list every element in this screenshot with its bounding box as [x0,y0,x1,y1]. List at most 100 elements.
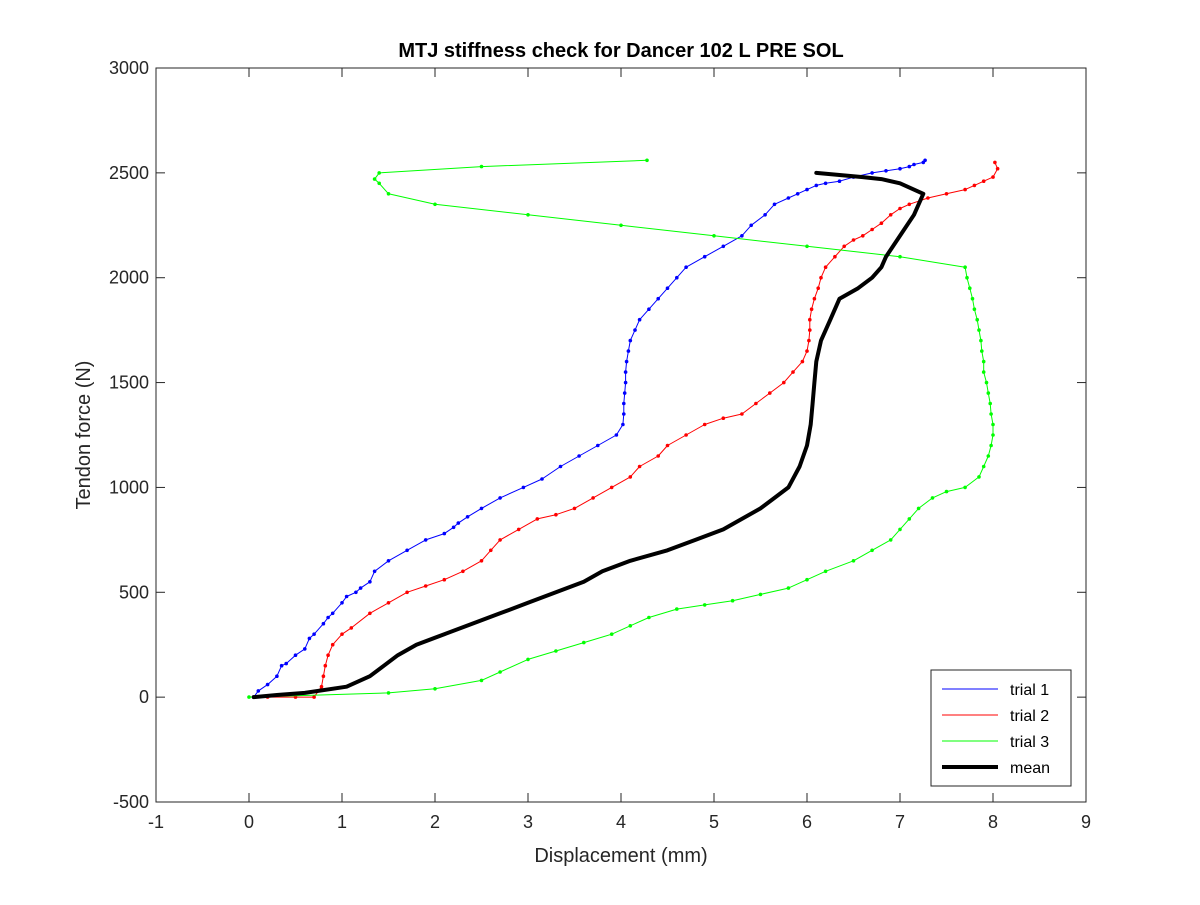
data-point [622,412,626,416]
data-point [991,422,995,427]
data-point [340,601,344,605]
data-point [763,213,767,217]
data-point [377,171,382,175]
data-point [965,275,969,280]
data-point [558,464,563,469]
y-tick-label: 2000 [109,268,149,288]
data-point [622,391,627,395]
data-point [995,166,1000,171]
data-point [516,527,521,532]
data-point [888,538,893,542]
x-tick-label: 0 [244,812,254,832]
data-point [991,433,995,437]
data-point [842,244,846,249]
data-point [498,670,502,674]
legend: trial 1 trial 2 trial 3 mean [930,669,1072,787]
data-point [623,370,628,374]
data-point [754,401,758,406]
data-point [303,647,307,651]
data-point [535,517,540,521]
data-point [898,206,902,211]
data-point [986,391,991,395]
data-point [675,275,679,280]
data-point [526,213,530,217]
data-point [712,234,716,238]
data-point [628,475,633,479]
data-point [702,603,707,607]
data-point [984,380,989,385]
data-point [247,695,251,699]
data-point [870,227,874,232]
data-point [675,607,679,611]
data-point [451,525,456,530]
data-point [963,265,967,270]
data-point [349,626,354,630]
data-point [323,663,328,668]
data-point [405,590,409,595]
data-point [372,569,377,574]
data-point [884,169,888,173]
data-point [758,592,763,597]
data-point [321,621,326,626]
data-point [684,433,688,437]
data-point [596,443,600,448]
data-point [782,380,786,385]
data-point [656,296,660,301]
data-point [805,349,809,353]
data-point [805,187,809,192]
data-point [870,171,874,175]
data-point [979,338,983,343]
data-point [879,221,884,225]
data-point [730,598,735,603]
data-point [377,181,382,186]
x-tick-label: 3 [523,812,533,832]
data-point [907,164,912,169]
data-point [647,307,651,312]
data-point [628,338,633,343]
data-point [637,464,642,469]
data-point [330,642,335,647]
data-point [812,296,817,301]
x-tick-label: 8 [988,812,998,832]
y-axis-title: Tendon force (N) [73,361,95,510]
data-point [808,328,812,332]
data-point [279,663,284,668]
data-point [916,506,921,511]
data-point [816,286,820,291]
data-point [423,538,428,542]
data-point [888,213,893,217]
data-point [807,338,811,343]
data-point [326,653,330,657]
data-point [791,370,795,374]
legend-label: trial 2 [1010,708,1049,725]
data-point [898,527,902,532]
series-layer [247,158,1000,700]
data-point [368,580,372,584]
y-tick-label: 500 [119,582,149,602]
data-point [837,179,842,183]
data-point [372,177,377,181]
data-point [442,577,447,582]
data-point [321,674,326,678]
data-point [479,678,484,683]
data-point [344,594,349,599]
series-line-trial-3 [248,159,994,698]
data-point [386,601,391,605]
data-point [963,485,967,490]
data-point [461,569,465,574]
data-point [307,636,312,641]
data-point [637,317,642,322]
data-point [721,416,726,421]
data-point [972,183,977,188]
x-tick-label: 2 [430,812,440,832]
data-point [823,569,828,574]
data-point [991,175,995,179]
data-point [265,682,270,687]
data-point [898,166,902,171]
data-point [993,160,997,165]
data-point [972,307,977,312]
x-tick-label: 6 [802,812,812,832]
data-point [786,196,791,200]
data-point [772,202,777,207]
